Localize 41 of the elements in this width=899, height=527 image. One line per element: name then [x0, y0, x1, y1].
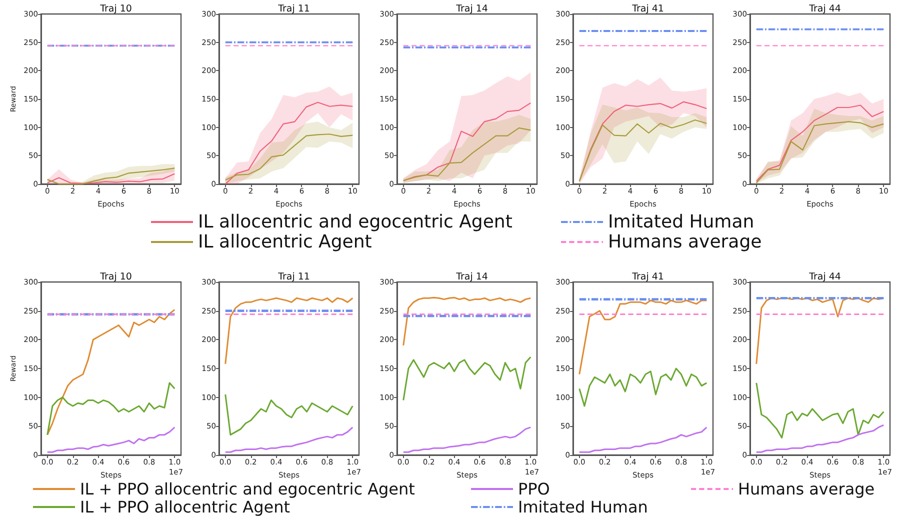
line-series: [46, 173, 176, 184]
line-series: [578, 300, 708, 376]
line-series: [224, 102, 354, 185]
line-series: [578, 368, 708, 407]
line-series: [224, 297, 354, 365]
chart-title: Traj 10: [99, 4, 132, 14]
chart-title: Traj 44: [808, 4, 841, 14]
line-series: [756, 297, 884, 365]
line-series: [756, 424, 884, 453]
line-series: [224, 134, 354, 181]
chart-title: Traj 41: [631, 4, 664, 14]
line-series: [402, 102, 532, 182]
line-series: [224, 394, 354, 436]
legend-label: Imitated Human: [518, 498, 648, 516]
chart-title: Traj 44: [808, 272, 841, 282]
legend-label: Humans average: [608, 232, 762, 252]
line-series: [46, 426, 176, 453]
legend-label: PPO: [518, 480, 550, 498]
line-series: [402, 426, 532, 453]
legend-label: IL + PPO allocentric Agent: [80, 498, 290, 516]
chart-title: Traj 14: [455, 272, 488, 282]
line-series: [402, 127, 532, 182]
chart-title: Traj 11: [277, 272, 310, 282]
line-series: [578, 426, 708, 453]
line-series: [578, 119, 708, 182]
line-series: [756, 121, 884, 184]
line-series: [46, 308, 176, 436]
chart-title: Traj 14: [455, 4, 488, 14]
legend-label: IL allocentric and egocentric Agent: [198, 212, 512, 232]
legend-label: IL + PPO allocentric and egocentric Agent: [80, 480, 415, 498]
line-series: [402, 356, 532, 401]
line-series: [46, 382, 176, 436]
legend-label: Humans average: [738, 480, 875, 498]
chart-title: Traj 10: [99, 272, 132, 282]
legend-label: IL allocentric Agent: [198, 232, 372, 252]
line-series: [402, 296, 532, 346]
line-series: [224, 426, 354, 453]
line-series: [756, 382, 884, 438]
chart-title: Traj 41: [631, 272, 664, 282]
chart-title: Traj 11: [277, 4, 310, 14]
legend-label: Imitated Human: [608, 212, 754, 232]
